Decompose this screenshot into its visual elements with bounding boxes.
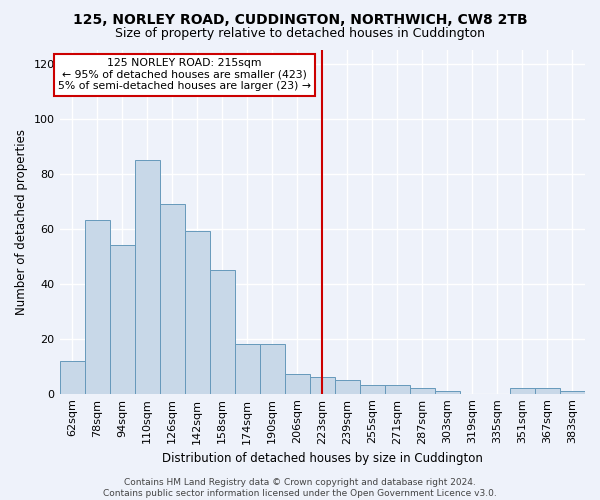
Bar [435,391,460,394]
Text: Size of property relative to detached houses in Cuddington: Size of property relative to detached ho… [115,28,485,40]
Text: Contains HM Land Registry data © Crown copyright and database right 2024.
Contai: Contains HM Land Registry data © Crown c… [103,478,497,498]
Bar [410,388,435,394]
Bar [260,344,285,394]
Bar [209,270,235,394]
Bar [385,386,410,394]
Text: 125 NORLEY ROAD: 215sqm
← 95% of detached houses are smaller (423)
5% of semi-de: 125 NORLEY ROAD: 215sqm ← 95% of detache… [58,58,311,92]
Bar [85,220,110,394]
Bar [160,204,185,394]
Bar [510,388,535,394]
Bar [59,360,85,394]
Bar [335,380,360,394]
Bar [560,391,585,394]
Bar [360,386,385,394]
Bar [134,160,160,394]
Bar [535,388,560,394]
Y-axis label: Number of detached properties: Number of detached properties [15,129,28,315]
Bar [235,344,260,394]
Bar [185,232,209,394]
X-axis label: Distribution of detached houses by size in Cuddington: Distribution of detached houses by size … [162,452,483,465]
Bar [110,245,134,394]
Text: 125, NORLEY ROAD, CUDDINGTON, NORTHWICH, CW8 2TB: 125, NORLEY ROAD, CUDDINGTON, NORTHWICH,… [73,12,527,26]
Bar [285,374,310,394]
Bar [310,377,335,394]
